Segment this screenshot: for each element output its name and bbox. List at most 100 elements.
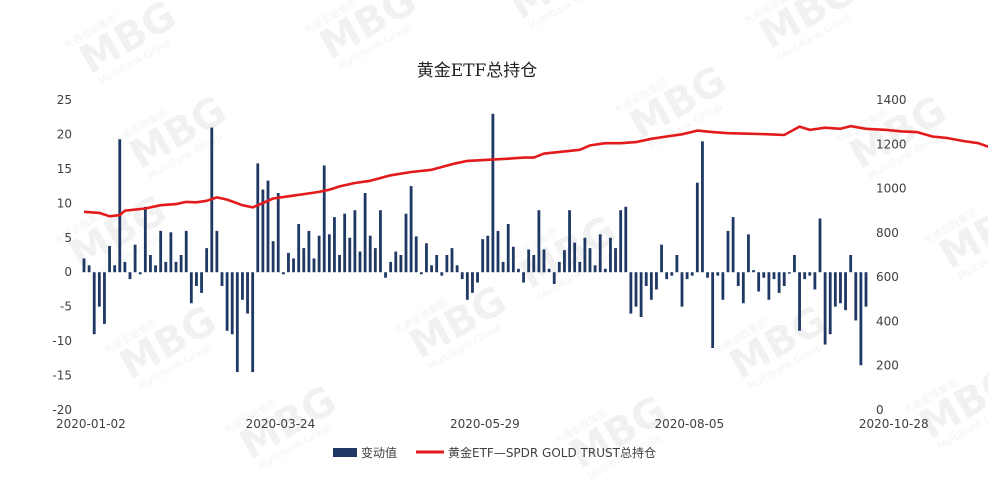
bar xyxy=(333,217,336,273)
bar xyxy=(409,186,413,273)
bar xyxy=(506,224,510,273)
bar xyxy=(317,235,321,273)
right-tick-label: 200 xyxy=(876,359,899,373)
bar xyxy=(624,206,628,273)
bar xyxy=(711,272,715,348)
bar xyxy=(721,272,725,300)
bar xyxy=(205,248,209,273)
bar xyxy=(195,272,198,286)
bar xyxy=(169,232,173,273)
bar xyxy=(389,261,393,273)
bar xyxy=(629,272,633,314)
bar xyxy=(578,261,582,273)
bar xyxy=(563,250,566,273)
bar xyxy=(302,248,306,273)
right-tick-label: 1000 xyxy=(876,182,907,196)
bar xyxy=(839,272,842,304)
legend-swatch-bar xyxy=(333,448,357,457)
bar xyxy=(225,272,229,331)
bar xyxy=(220,272,224,286)
bar xyxy=(501,261,505,273)
x-tick-label: 2020-10-28 xyxy=(859,417,929,431)
bar xyxy=(532,255,536,273)
bar xyxy=(276,193,280,273)
right-tick-label: 800 xyxy=(876,226,899,240)
bar xyxy=(425,243,428,273)
bar xyxy=(670,272,674,276)
bar xyxy=(368,235,372,273)
bar xyxy=(215,230,219,273)
bar xyxy=(353,210,357,273)
bar xyxy=(164,261,168,273)
left-tick-label: 0 xyxy=(64,265,72,279)
left-tick-label: -10 xyxy=(52,334,72,348)
holdings-line xyxy=(83,124,988,218)
bar xyxy=(108,246,111,273)
bar xyxy=(307,230,311,273)
bar xyxy=(496,230,500,273)
legend-label-line: 黄金ETF—SPDR GOLD TRUST总持仓 xyxy=(448,445,656,460)
bar xyxy=(752,270,755,273)
bar xyxy=(338,255,341,273)
bar xyxy=(154,265,157,273)
bar xyxy=(849,255,853,273)
bar xyxy=(465,272,469,300)
right-y-axis: 1400 1200 1000 800 600 400 200 0 xyxy=(876,93,907,417)
bar xyxy=(701,141,704,273)
bar xyxy=(803,272,807,280)
bar xyxy=(287,252,290,273)
bar xyxy=(726,230,730,273)
bar xyxy=(583,237,587,273)
bar xyxy=(373,248,377,273)
bar xyxy=(793,255,796,273)
bar xyxy=(230,272,234,335)
bar xyxy=(542,249,546,273)
bar xyxy=(241,272,244,300)
bar xyxy=(777,272,781,293)
bar xyxy=(471,272,474,293)
bar xyxy=(281,272,285,275)
bar xyxy=(573,242,577,273)
bar xyxy=(174,261,178,273)
legend-label-bar: 变动值 xyxy=(361,445,397,460)
bar xyxy=(614,248,617,273)
bar xyxy=(716,272,720,276)
bar xyxy=(455,265,459,273)
bar xyxy=(266,180,270,273)
x-tick-label: 2020-08-05 xyxy=(654,417,724,431)
bar xyxy=(486,235,490,273)
left-tick-label: 10 xyxy=(57,196,72,210)
bar xyxy=(537,210,541,273)
right-tick-label: 600 xyxy=(876,270,899,284)
bar xyxy=(609,237,612,273)
bar xyxy=(736,272,740,286)
bar xyxy=(644,272,648,286)
bar xyxy=(833,272,837,307)
bar xyxy=(772,272,776,280)
bar xyxy=(757,272,761,292)
bar xyxy=(261,189,265,273)
left-tick-label: 5 xyxy=(64,231,72,245)
left-tick-label: -5 xyxy=(60,300,72,314)
bar xyxy=(200,272,203,293)
bar xyxy=(358,251,362,273)
bar xyxy=(706,272,709,278)
bar xyxy=(189,272,193,304)
bar xyxy=(818,218,822,273)
right-tick-label: 1400 xyxy=(876,93,907,107)
bar xyxy=(476,272,479,283)
bar xyxy=(828,272,832,335)
bar xyxy=(568,210,571,273)
bar xyxy=(363,193,367,273)
bar xyxy=(445,255,449,273)
bar xyxy=(634,272,638,307)
bar xyxy=(854,272,858,321)
bar xyxy=(322,165,326,273)
bar xyxy=(460,272,464,280)
bar xyxy=(82,258,86,273)
bar xyxy=(97,272,101,307)
